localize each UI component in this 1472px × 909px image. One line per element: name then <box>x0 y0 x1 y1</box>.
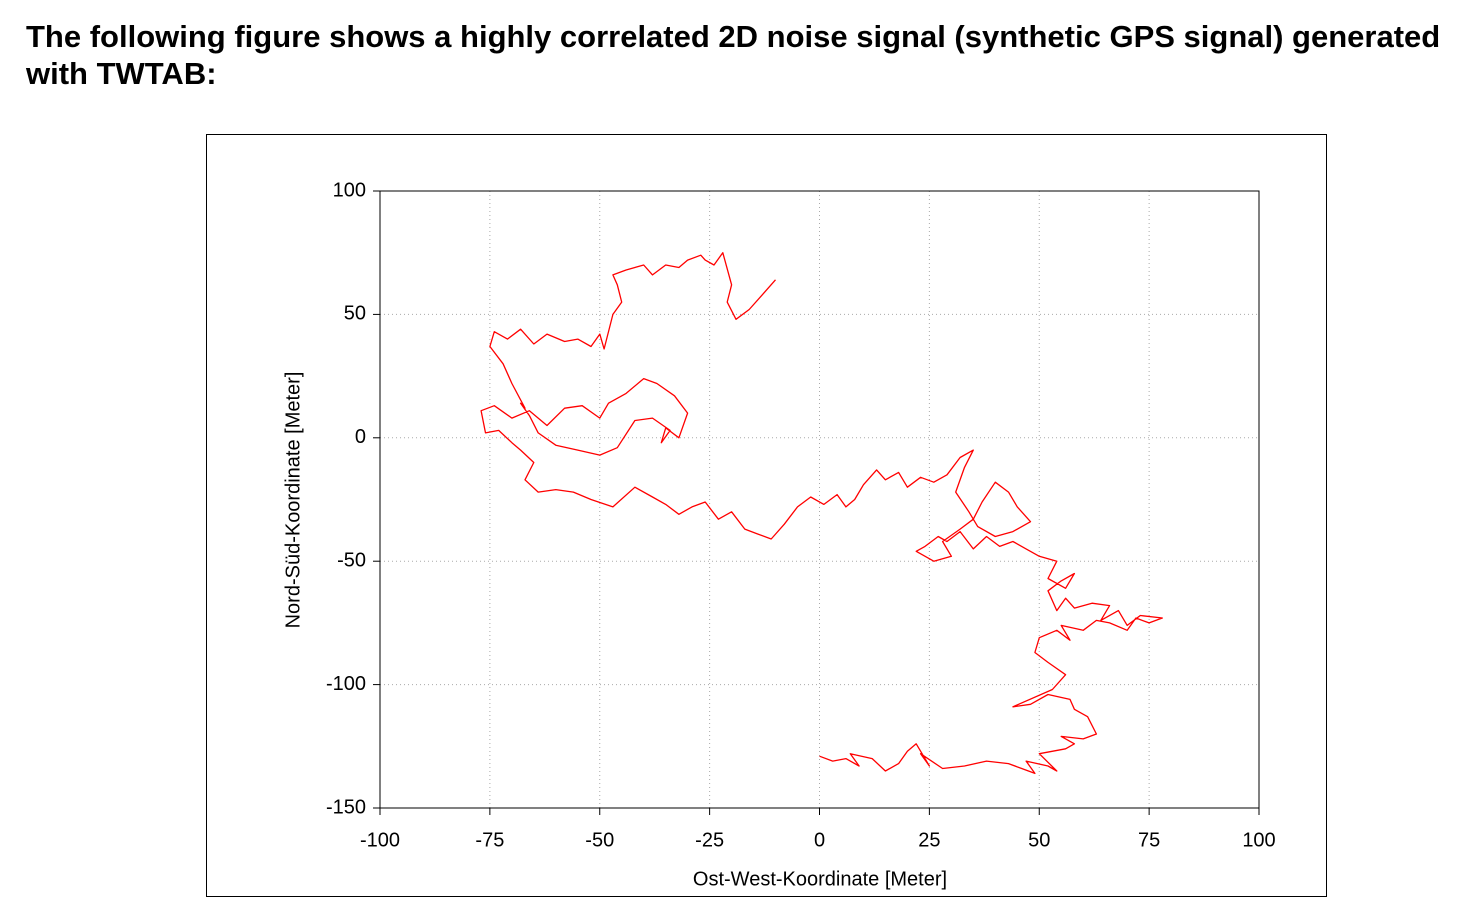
x-tick-label: -25 <box>695 829 724 851</box>
y-axis-label: Nord-Süd-Koordinate [Meter] <box>282 372 304 629</box>
y-tick-label: -150 <box>326 796 366 818</box>
y-tick-label: 100 <box>333 179 366 201</box>
x-tick-label: -75 <box>475 829 504 851</box>
plot-frame <box>379 190 1260 809</box>
x-tick-label: 50 <box>1028 829 1050 851</box>
x-tick-label: 75 <box>1138 829 1160 851</box>
x-tick-label: 100 <box>1242 829 1275 851</box>
x-tick-label: 0 <box>814 829 825 851</box>
x-tick-label: -100 <box>360 829 400 851</box>
x-tick-label: 25 <box>918 829 940 851</box>
y-tick-label: -50 <box>337 549 366 571</box>
figure-frame <box>206 134 1327 897</box>
y-tick-label: 0 <box>355 426 366 448</box>
x-tick-label: -50 <box>585 829 614 851</box>
x-axis-label: Ost-West-Koordinate [Meter] <box>693 868 947 890</box>
y-tick-label: 50 <box>344 303 366 325</box>
y-tick-label: -100 <box>326 673 366 695</box>
data-line <box>480 252 1163 775</box>
heading: The following figure shows a highly corr… <box>26 19 1441 91</box>
